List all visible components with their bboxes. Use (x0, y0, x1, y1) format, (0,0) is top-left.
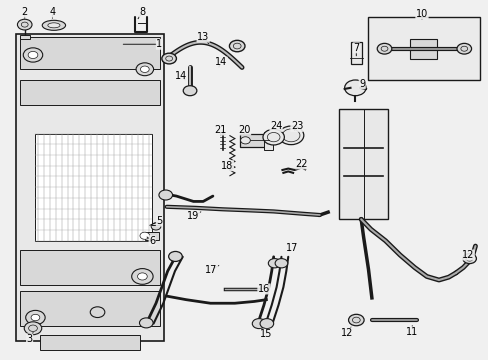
Text: 7: 7 (352, 43, 359, 53)
Circle shape (376, 43, 391, 54)
Text: 24: 24 (269, 121, 282, 131)
Bar (144, 232, 159, 240)
Bar (409, 39, 436, 59)
Bar (368, 18, 479, 80)
Text: 3: 3 (26, 334, 33, 344)
Circle shape (26, 310, 45, 325)
Text: 5: 5 (156, 216, 162, 226)
Circle shape (240, 137, 250, 144)
Text: 2: 2 (21, 7, 28, 17)
Text: 9: 9 (358, 78, 365, 89)
Bar (20, 249, 160, 285)
Bar (20, 291, 160, 327)
Text: 16: 16 (257, 284, 269, 294)
Text: 15: 15 (260, 329, 272, 339)
Text: 17: 17 (285, 243, 298, 253)
Text: 14: 14 (215, 57, 227, 67)
Circle shape (90, 307, 104, 318)
Circle shape (168, 251, 182, 261)
Bar (35, 134, 152, 241)
Text: 14: 14 (175, 71, 187, 81)
Ellipse shape (42, 20, 65, 30)
Text: 6: 6 (149, 236, 155, 246)
Text: 11: 11 (406, 327, 418, 337)
Circle shape (260, 319, 273, 329)
Circle shape (136, 63, 153, 76)
Bar (40, 336, 140, 350)
Circle shape (31, 314, 40, 321)
Bar (339, 109, 387, 219)
Bar (16, 33, 164, 341)
Circle shape (268, 258, 281, 268)
Bar (20, 37, 160, 69)
Text: 12: 12 (341, 328, 353, 338)
Circle shape (183, 86, 197, 96)
Circle shape (139, 318, 153, 328)
Bar (239, 134, 268, 147)
Circle shape (229, 40, 244, 52)
Circle shape (162, 53, 176, 64)
Text: 12: 12 (461, 250, 473, 260)
Text: 21: 21 (214, 125, 226, 135)
Text: 22: 22 (295, 159, 307, 169)
Circle shape (275, 258, 287, 268)
Circle shape (462, 253, 475, 264)
Circle shape (456, 43, 470, 54)
Circle shape (344, 80, 366, 96)
Text: 20: 20 (238, 125, 250, 135)
Bar (351, 42, 362, 64)
Text: 10: 10 (415, 9, 427, 19)
Circle shape (348, 314, 364, 326)
Circle shape (278, 126, 303, 145)
Circle shape (159, 190, 172, 200)
Text: 17: 17 (205, 265, 217, 275)
Circle shape (137, 273, 147, 280)
Circle shape (263, 129, 284, 145)
Circle shape (23, 48, 42, 62)
Text: 8: 8 (139, 7, 145, 17)
Ellipse shape (48, 23, 60, 28)
Circle shape (140, 66, 149, 72)
Bar (20, 35, 30, 39)
Circle shape (28, 51, 38, 59)
Text: 13: 13 (197, 32, 209, 42)
Circle shape (140, 232, 149, 239)
Bar (20, 80, 160, 105)
Circle shape (24, 322, 41, 335)
Text: 18: 18 (221, 161, 233, 171)
Circle shape (18, 19, 32, 30)
Text: 4: 4 (49, 7, 56, 17)
Text: 19: 19 (187, 211, 199, 221)
Circle shape (131, 269, 153, 284)
Text: 1: 1 (156, 39, 162, 49)
Bar (264, 132, 272, 150)
Text: 23: 23 (290, 121, 303, 131)
Circle shape (252, 319, 265, 329)
Circle shape (151, 223, 161, 230)
